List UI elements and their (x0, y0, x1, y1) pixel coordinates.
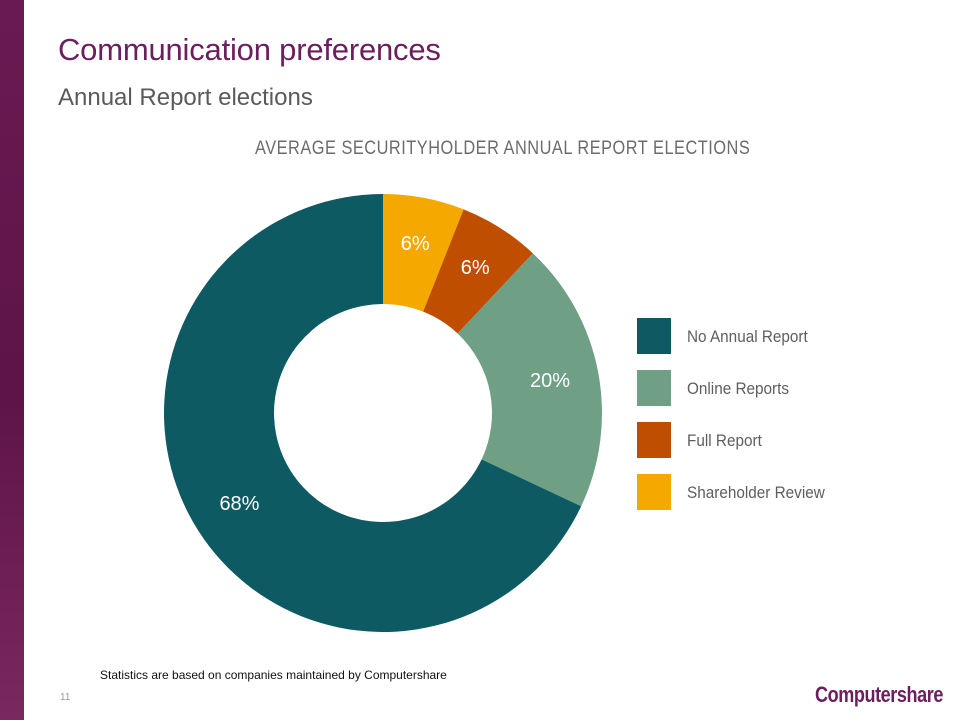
legend-swatch (637, 474, 671, 510)
legend-label: Full Report (687, 431, 762, 450)
slice-data-label: 68% (219, 493, 259, 515)
footnote: Statistics are based on companies mainta… (100, 668, 447, 682)
page-number: 11 (60, 692, 71, 703)
slide-title: Communication preferences (58, 32, 441, 67)
legend-label: Online Reports (687, 379, 790, 398)
legend-swatch (637, 422, 671, 458)
slice-data-label: 6% (461, 257, 490, 279)
slide-subtitle: Annual Report elections (58, 84, 313, 111)
legend-label: Shareholder Review (687, 483, 825, 502)
donut-slice-shareholder-review (383, 194, 464, 312)
donut-slice-full-report (423, 209, 533, 334)
legend-label: No Annual Report (687, 327, 808, 346)
legend-swatch (637, 318, 671, 354)
computershare-logo: Computershare (815, 682, 943, 707)
donut-slice-online-reports (457, 253, 602, 507)
donut-slice-no-annual-report (163, 194, 582, 632)
legend-swatch (637, 370, 671, 406)
slice-data-label: 20% (530, 370, 570, 392)
slice-data-label: 6% (401, 233, 430, 255)
chart-title: AVERAGE SECURITYHOLDER ANNUAL REPORT ELE… (255, 138, 751, 159)
side-accent-bar (0, 0, 24, 720)
